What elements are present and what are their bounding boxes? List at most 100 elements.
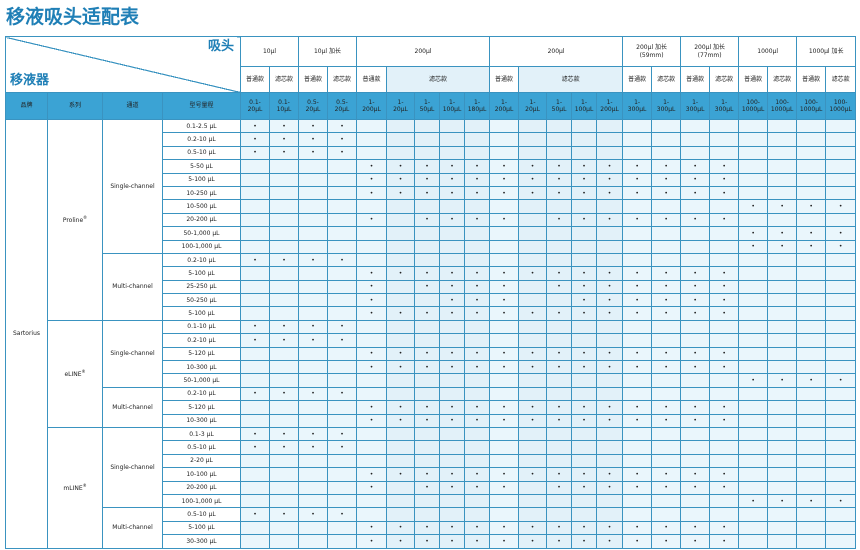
empty-cell — [518, 226, 548, 241]
compatible-mark: • — [518, 520, 548, 536]
compatible-mark: • — [546, 413, 573, 428]
compatible-mark: • — [298, 386, 328, 402]
empty-cell — [767, 172, 798, 187]
empty-cell — [356, 145, 387, 161]
empty-cell — [240, 360, 270, 375]
tip-range-5: 1- 20μL — [386, 92, 415, 120]
empty-cell — [240, 373, 270, 388]
model-range-cell: 0.5-10 µL — [162, 145, 241, 161]
empty-cell — [240, 266, 270, 281]
model-range-cell: 0.2-10 µL — [162, 386, 241, 402]
compatible-mark: • — [386, 346, 415, 362]
empty-cell — [298, 266, 328, 281]
empty-cell — [386, 480, 415, 495]
compatible-mark: • — [269, 145, 299, 161]
empty-cell — [414, 226, 440, 241]
compatible-mark: • — [651, 159, 682, 174]
empty-cell — [356, 199, 387, 214]
empty-cell — [825, 266, 857, 281]
empty-cell — [463, 386, 491, 402]
empty-cell — [356, 426, 387, 442]
empty-cell — [463, 373, 491, 388]
compatible-mark: • — [439, 185, 465, 201]
empty-cell — [767, 480, 798, 495]
empty-cell — [651, 440, 682, 455]
empty-cell — [651, 453, 682, 469]
empty-cell — [825, 333, 857, 348]
compatible-mark: • — [439, 306, 465, 321]
compatible-mark: • — [596, 413, 624, 428]
compatible-mark: • — [518, 400, 548, 415]
compatible-mark: • — [489, 360, 520, 375]
compatible-mark: • — [269, 333, 299, 348]
empty-cell — [269, 413, 299, 428]
compatible-mark: • — [651, 534, 682, 549]
tip-range-21: 100- 1000μL — [825, 92, 857, 120]
model-range-cell: 0.1-10 µL — [162, 319, 241, 335]
model-range-cell: 10-500 µL — [162, 199, 241, 214]
model-range-cell: 0.2-10 µL — [162, 333, 241, 348]
empty-cell — [796, 252, 827, 268]
empty-cell — [767, 293, 798, 308]
empty-cell — [463, 226, 491, 241]
compatible-mark: • — [571, 400, 598, 415]
compatible-mark: • — [489, 413, 520, 428]
tip-group-label: 1000μl 加长 — [808, 47, 844, 55]
empty-cell — [269, 226, 299, 241]
compatible-mark: • — [596, 534, 624, 549]
empty-cell — [738, 212, 769, 228]
empty-cell — [596, 386, 624, 402]
compatible-mark: • — [439, 346, 465, 362]
empty-cell — [327, 279, 357, 295]
compatible-mark: • — [327, 132, 357, 147]
compatible-mark: • — [463, 212, 491, 228]
empty-cell — [680, 239, 711, 254]
empty-cell — [767, 279, 798, 295]
empty-cell — [796, 306, 827, 321]
empty-cell — [738, 386, 769, 402]
empty-cell — [489, 199, 520, 214]
empty-cell — [571, 440, 598, 455]
empty-cell — [463, 493, 491, 509]
empty-cell — [518, 493, 548, 509]
empty-cell — [439, 132, 465, 147]
empty-cell — [439, 319, 465, 335]
empty-cell — [269, 360, 299, 375]
empty-cell — [439, 453, 465, 469]
empty-cell — [622, 333, 653, 348]
empty-cell — [463, 118, 491, 134]
empty-cell — [518, 199, 548, 214]
empty-cell — [709, 507, 740, 522]
compatible-mark: • — [463, 360, 491, 375]
table-row: 30-300 µL • • • • • • • • • • • • • • — [6, 534, 857, 549]
tip-group-label: 10μl — [262, 47, 277, 55]
empty-cell — [386, 333, 415, 348]
empty-cell — [825, 212, 857, 228]
channel-cell: Multi-channel — [102, 507, 163, 549]
empty-cell — [825, 172, 857, 187]
empty-cell — [439, 373, 465, 388]
empty-cell — [571, 507, 598, 522]
compatible-mark: • — [680, 279, 711, 295]
type-standard: 普通款 — [796, 66, 827, 93]
empty-cell — [825, 440, 857, 455]
empty-cell — [767, 118, 798, 134]
empty-cell — [386, 386, 415, 402]
empty-cell — [356, 453, 387, 469]
empty-cell — [738, 118, 769, 134]
empty-cell — [651, 333, 682, 348]
model-range-cell: 20-200 µL — [162, 480, 241, 495]
compatible-mark: • — [414, 467, 440, 482]
model-range-cell: 5-120 µL — [162, 346, 241, 362]
compatible-mark: • — [269, 252, 299, 268]
compatible-mark: • — [463, 159, 491, 174]
compatible-mark: • — [489, 400, 520, 415]
compatible-mark: • — [386, 172, 415, 187]
compatible-mark: • — [596, 467, 624, 482]
empty-cell — [546, 239, 573, 254]
type-standard: 普通款 — [680, 66, 711, 93]
tip-group-label: 200μl — [547, 47, 565, 55]
table-row: 0.2-10 µL • • • • — [6, 333, 857, 348]
empty-cell — [298, 159, 328, 174]
empty-cell — [298, 185, 328, 201]
